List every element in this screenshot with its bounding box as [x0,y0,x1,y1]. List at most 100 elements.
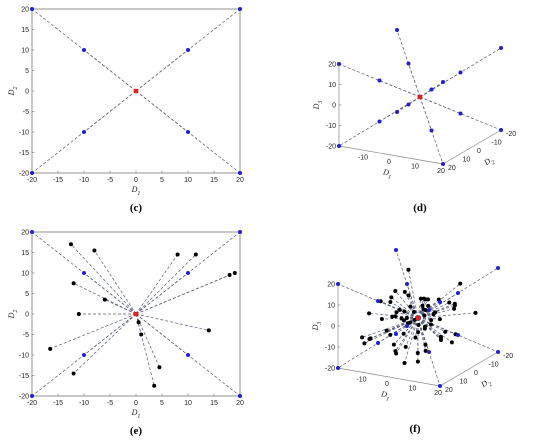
y-tick-label: 0 [474,370,478,377]
blue-point [82,130,86,134]
connector-line [369,312,419,319]
y-tick-label: -20 [19,170,29,177]
z-tick-label: -10 [326,123,336,130]
z-tick-label: 0 [331,323,335,330]
black-point [232,271,237,275]
y-tick-label: 10 [21,47,29,54]
connector-line [395,317,419,354]
black-point [71,281,76,286]
connector-line [50,313,137,350]
x-tick-label: 10 [184,400,192,407]
blue-point [394,332,398,336]
black-point [403,344,408,349]
blue-point [456,333,460,337]
blue-point [376,341,380,345]
black-point [422,313,427,318]
connector-line [135,313,155,386]
black-point [433,310,438,315]
panel-label: (c) [130,202,143,214]
blue-point [238,171,242,175]
blue-point [441,162,445,166]
black-point [408,304,413,309]
black-point [423,308,428,313]
black-point [402,289,407,294]
blue-point [458,111,463,116]
connector-line [417,317,440,320]
black-point [428,322,433,327]
x-tick-label: 20 [236,400,244,407]
connector-line [404,317,419,364]
connector-line [417,298,425,319]
y-tick-label: -15 [19,373,29,380]
blue-point [336,366,340,370]
connector-line [408,295,419,319]
x-axis-label: D1 [379,389,391,403]
panel-label: (f) [410,423,421,435]
y-tick-label: -5 [23,332,29,339]
blue-point [427,350,431,354]
black-point [402,361,407,366]
connector-line [338,63,421,98]
blue-point [394,248,398,252]
x-tick-label: -5 [107,400,113,407]
connector-line [135,313,189,356]
blue-point [30,7,34,11]
black-point [423,342,428,347]
x-tick-label: 20 [437,168,445,175]
x-tick-label: -10 [79,177,89,184]
connector-line [396,96,421,113]
connector-line [417,317,499,353]
black-point [71,371,76,376]
black-point [422,326,427,331]
black-point [367,311,372,316]
connector-line [135,254,178,315]
connector-line [379,80,421,98]
x-tick-label: 0 [387,159,391,166]
y-tick-label: 0 [25,311,29,318]
connector-line [83,49,137,92]
y-axis-label: D2 [7,87,19,97]
black-point [423,297,428,302]
z-axis-label: D3 [311,322,323,332]
black-point [388,332,393,337]
black-point [368,336,373,341]
connector-line [337,283,419,319]
x-tick-label: -10 [358,155,368,162]
connector-line [83,313,137,356]
connector-line [415,317,419,338]
connector-line [135,90,189,133]
blue-point [377,119,382,124]
connector-line [135,272,235,315]
black-point [175,252,180,257]
x-tick-label: 0 [385,381,389,388]
black-point [452,306,457,311]
black-point [401,318,406,323]
blue-point [458,70,463,75]
black-point [394,310,399,315]
blue-point [186,130,190,134]
y-tick-label: 10 [21,270,29,277]
black-point [401,331,406,336]
y-axis [439,351,499,387]
black-point [413,335,418,340]
x-tick-label: 10 [411,164,419,171]
black-point [415,359,420,364]
blue-point [186,353,190,357]
black-point [92,248,97,253]
blue-point [82,271,86,275]
blue-point [499,128,503,132]
blue-point [405,282,409,286]
panel-e: -20 -15 -10 -5 0 5 10 15 20 -20 -15 -10 -5 0 5 10 15 20 D1… [7,229,244,437]
z-axis-label: D3 [312,101,324,111]
black-point [388,299,393,304]
black-point [404,315,409,320]
black-point [69,242,73,247]
panel-c: -20 -15 -10 -5 0 5 10 15 20 -20 -15 -10 -5 0 5 10 15 20 D1… [7,6,244,214]
panel-label: (d) [413,202,427,214]
black-point [429,318,434,323]
blue-point [406,61,411,66]
blue-point [377,78,382,83]
y-tick-label: -20 [506,131,516,138]
blue-point [499,46,503,50]
